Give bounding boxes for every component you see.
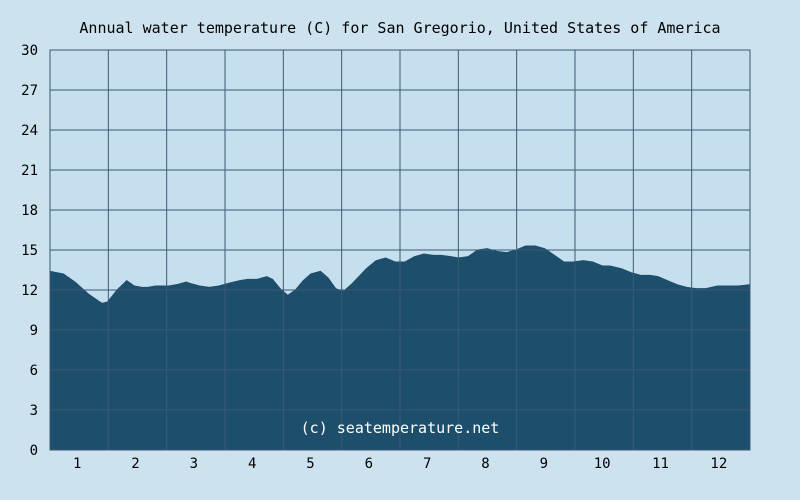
- x-tick-label: 8: [481, 456, 489, 472]
- y-tick-label: 3: [30, 403, 38, 419]
- y-tick-label: 6: [30, 363, 38, 379]
- x-tick-label: 12: [710, 456, 727, 472]
- y-tick-label: 12: [21, 283, 38, 299]
- chart-title: Annual water temperature (C) for San Gre…: [79, 19, 720, 37]
- y-tick-label: 24: [21, 123, 38, 139]
- x-tick-label: 7: [423, 456, 431, 472]
- y-tick-label: 15: [21, 243, 38, 259]
- y-tick-label: 30: [21, 43, 38, 59]
- y-tick-label: 18: [21, 203, 38, 219]
- x-tick-label: 2: [131, 456, 139, 472]
- y-tick-label: 21: [21, 163, 38, 179]
- plot-border: [49, 49, 751, 451]
- y-tick-label: 9: [30, 323, 38, 339]
- x-tick-label: 5: [306, 456, 314, 472]
- x-tick-label: 11: [652, 456, 669, 472]
- y-axis: 0 3 6 9 12 15 18 21 24 27 30: [21, 43, 38, 459]
- y-tick-label: 27: [21, 83, 38, 99]
- x-axis: 1 2 3 4 5 6 7 8 9 10 11 12: [73, 456, 727, 472]
- x-tick-label: 6: [365, 456, 373, 472]
- x-tick-label: 9: [540, 456, 548, 472]
- x-tick-label: 3: [190, 456, 198, 472]
- x-tick-label: 4: [248, 456, 256, 472]
- y-tick-label: 0: [30, 443, 38, 459]
- x-tick-label: 1: [73, 456, 81, 472]
- watermark: (c) seatemperature.net: [301, 419, 500, 437]
- x-tick-label: 10: [594, 456, 611, 472]
- grid-layer: [49, 49, 751, 451]
